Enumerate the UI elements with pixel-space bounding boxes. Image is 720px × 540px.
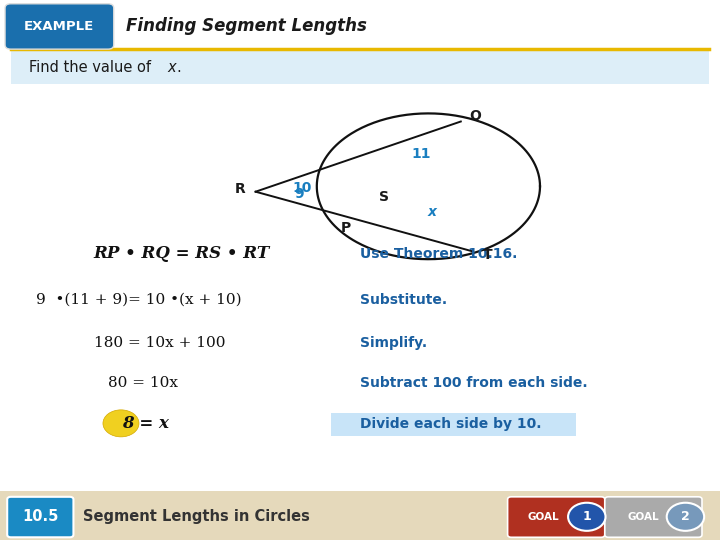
Circle shape (103, 410, 139, 437)
FancyBboxPatch shape (11, 51, 709, 84)
Text: x: x (428, 205, 436, 219)
Text: R: R (235, 182, 245, 196)
Text: Q: Q (469, 109, 481, 123)
Circle shape (667, 503, 704, 531)
Text: Find the value of: Find the value of (29, 60, 156, 75)
FancyBboxPatch shape (331, 413, 576, 436)
Text: 180 = 10x + 100: 180 = 10x + 100 (94, 336, 225, 350)
Text: P: P (341, 221, 351, 235)
Text: 9  •(11 + 9)= 10 •(x + 10): 9 •(11 + 9)= 10 •(x + 10) (36, 293, 242, 307)
Text: S: S (379, 190, 389, 204)
Text: 9: 9 (294, 187, 304, 201)
Text: Finding Segment Lengths: Finding Segment Lengths (126, 17, 367, 36)
FancyBboxPatch shape (7, 497, 73, 537)
Text: GOAL: GOAL (627, 512, 659, 522)
Text: .: . (176, 60, 181, 75)
Text: T: T (482, 248, 492, 262)
Text: 1: 1 (582, 510, 591, 523)
FancyBboxPatch shape (0, 491, 720, 540)
Text: 11: 11 (411, 147, 431, 161)
Text: Use Theorem 10.16.: Use Theorem 10.16. (360, 247, 518, 261)
Text: Subtract 100 from each side.: Subtract 100 from each side. (360, 376, 588, 390)
Text: Simplify.: Simplify. (360, 336, 427, 350)
Text: Substitute.: Substitute. (360, 293, 447, 307)
Text: RP • RQ = RS • RT: RP • RQ = RS • RT (94, 245, 270, 262)
Text: Segment Lengths in Circles: Segment Lengths in Circles (83, 509, 310, 524)
Text: 8 = x: 8 = x (122, 415, 169, 433)
Text: GOAL: GOAL (528, 512, 559, 522)
Circle shape (568, 503, 606, 531)
Text: 80 = 10x: 80 = 10x (108, 376, 178, 390)
FancyBboxPatch shape (508, 497, 605, 537)
Text: 10.5: 10.5 (22, 509, 58, 524)
FancyBboxPatch shape (605, 497, 702, 537)
Text: EXAMPLE: EXAMPLE (24, 20, 94, 33)
Text: Divide each side by 10.: Divide each side by 10. (360, 417, 541, 431)
Text: 10: 10 (293, 181, 312, 195)
Text: x: x (168, 60, 176, 75)
Text: 2: 2 (681, 510, 690, 523)
FancyBboxPatch shape (5, 4, 114, 49)
